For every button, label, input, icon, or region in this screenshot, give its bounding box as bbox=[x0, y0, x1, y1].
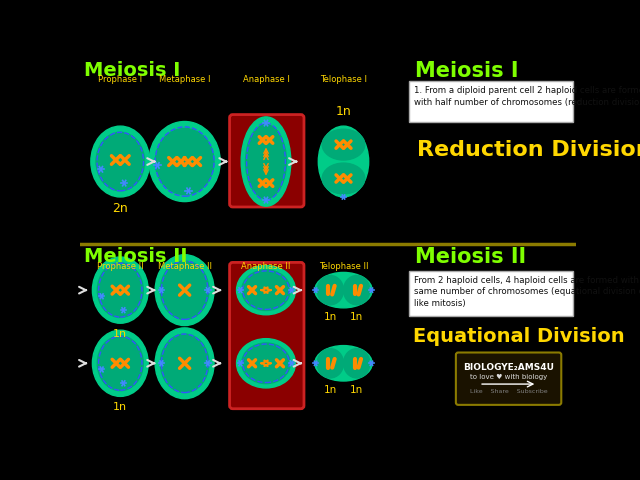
Text: 1n: 1n bbox=[350, 312, 364, 322]
Ellipse shape bbox=[317, 276, 344, 305]
Ellipse shape bbox=[317, 348, 344, 378]
Text: Prophase II: Prophase II bbox=[97, 262, 143, 271]
Text: Anaphase II: Anaphase II bbox=[241, 262, 291, 271]
Text: Anaphase I: Anaphase I bbox=[243, 75, 289, 84]
Text: 1. From a diploid parent cell 2 haploid cells are formed
with half number of chr: 1. From a diploid parent cell 2 haploid … bbox=[414, 86, 640, 107]
Text: to love ♥ with biology: to love ♥ with biology bbox=[470, 374, 547, 380]
Ellipse shape bbox=[242, 343, 291, 384]
Ellipse shape bbox=[161, 334, 209, 393]
Text: From 2 haploid cells, 4 haploid cells are formed with
same number of chromosomes: From 2 haploid cells, 4 haploid cells ar… bbox=[414, 276, 640, 308]
Ellipse shape bbox=[155, 328, 214, 399]
Ellipse shape bbox=[322, 163, 365, 194]
FancyBboxPatch shape bbox=[410, 271, 573, 315]
Ellipse shape bbox=[237, 265, 296, 315]
Text: 1n: 1n bbox=[350, 385, 364, 395]
Ellipse shape bbox=[161, 261, 209, 319]
FancyBboxPatch shape bbox=[230, 263, 304, 409]
Text: Meiosis II: Meiosis II bbox=[84, 247, 188, 266]
Ellipse shape bbox=[318, 126, 369, 197]
Text: 1n: 1n bbox=[335, 106, 351, 119]
Ellipse shape bbox=[315, 346, 372, 381]
Text: 1n: 1n bbox=[324, 312, 337, 322]
Ellipse shape bbox=[237, 339, 296, 388]
Text: Prophase I: Prophase I bbox=[98, 75, 142, 84]
Ellipse shape bbox=[92, 330, 148, 396]
FancyBboxPatch shape bbox=[230, 115, 304, 207]
Text: Meiosis I: Meiosis I bbox=[84, 60, 180, 80]
Text: BIOLOGYE₂AMS4U: BIOLOGYE₂AMS4U bbox=[463, 363, 554, 372]
Ellipse shape bbox=[149, 121, 220, 202]
Text: 1n: 1n bbox=[324, 385, 337, 395]
Ellipse shape bbox=[91, 126, 150, 197]
Text: 1n: 1n bbox=[113, 402, 127, 412]
Ellipse shape bbox=[155, 255, 214, 325]
Text: Telophase II: Telophase II bbox=[319, 262, 368, 271]
Ellipse shape bbox=[344, 348, 370, 378]
Text: Meiosis II: Meiosis II bbox=[415, 247, 526, 267]
Ellipse shape bbox=[156, 129, 214, 194]
Ellipse shape bbox=[96, 132, 145, 191]
Ellipse shape bbox=[97, 336, 143, 391]
FancyBboxPatch shape bbox=[410, 82, 573, 121]
Ellipse shape bbox=[315, 273, 372, 308]
Ellipse shape bbox=[344, 276, 370, 305]
Text: Telophase I: Telophase I bbox=[320, 75, 367, 84]
Ellipse shape bbox=[246, 125, 287, 198]
Text: Equational Division: Equational Division bbox=[413, 327, 625, 346]
Ellipse shape bbox=[322, 129, 365, 160]
Text: Like    Share    Subscribe: Like Share Subscribe bbox=[470, 388, 547, 394]
Ellipse shape bbox=[97, 263, 143, 317]
Text: Metaphase I: Metaphase I bbox=[159, 75, 211, 84]
Text: 2n: 2n bbox=[113, 202, 128, 215]
Text: Metaphase II: Metaphase II bbox=[157, 262, 212, 271]
Text: 1n: 1n bbox=[113, 329, 127, 339]
Text: Meiosis I: Meiosis I bbox=[415, 60, 518, 81]
Ellipse shape bbox=[242, 270, 291, 311]
Ellipse shape bbox=[92, 257, 148, 323]
Text: Reduction Division: Reduction Division bbox=[417, 140, 640, 160]
FancyBboxPatch shape bbox=[456, 352, 561, 405]
Ellipse shape bbox=[241, 117, 291, 206]
